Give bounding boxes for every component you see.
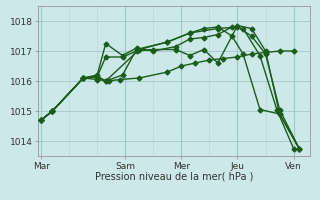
X-axis label: Pression niveau de la mer( hPa ): Pression niveau de la mer( hPa ) <box>95 172 253 182</box>
